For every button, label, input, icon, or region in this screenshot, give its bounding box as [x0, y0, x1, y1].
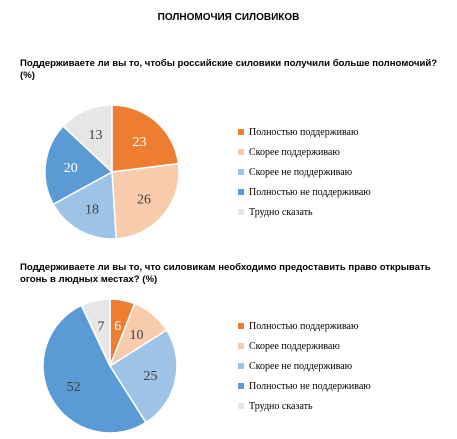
legend-swatch: [238, 149, 244, 155]
slice-data-label: 23: [132, 135, 146, 150]
pie-slice: [62, 104, 113, 174]
legend-item: Полностью не поддерживаю: [238, 182, 371, 202]
chart-1-question: Поддерживаете ли вы то, чтобы российские…: [20, 58, 438, 81]
legend-item: Скорее не поддерживаю: [238, 356, 371, 376]
pie-slice: [42, 304, 147, 434]
legend-label: Трудно сказать: [249, 206, 313, 218]
slice-data-label: 13: [89, 128, 103, 143]
chart-2-legend: Полностью поддерживаю Скорее поддерживаю С…: [238, 316, 371, 416]
legend-label: Скорее поддерживаю: [249, 146, 340, 158]
pie-slice: [111, 104, 180, 173]
legend-swatch: [238, 363, 244, 369]
legend-item: Полностью не поддерживаю: [238, 376, 371, 396]
legend-swatch: [238, 129, 244, 135]
legend-label: Скорее не поддерживаю: [249, 166, 353, 178]
pie-slice: [80, 298, 111, 367]
slice-data-label: 20: [64, 161, 78, 176]
legend-item: Скорее поддерживаю: [238, 142, 371, 162]
chart-1-pie: 23 26 18 20 13: [44, 104, 180, 240]
legend-item: Трудно сказать: [238, 396, 371, 416]
legend-swatch: [238, 343, 244, 349]
pie-slice: [44, 125, 114, 206]
legend-label: Трудно сказать: [249, 400, 313, 412]
legend-item: Скорее не поддерживаю: [238, 162, 371, 182]
legend-swatch: [238, 403, 244, 409]
legend-label: Полностью не поддерживаю: [249, 380, 371, 392]
legend-swatch: [238, 189, 244, 195]
page-title: ПОЛНОМОЧИЯ СИЛОВИКОВ: [157, 12, 300, 23]
legend-item: Скорее поддерживаю: [238, 336, 371, 356]
slice-data-label: 7: [97, 319, 104, 334]
legend-item: Трудно сказать: [238, 202, 371, 222]
legend-swatch: [238, 169, 244, 175]
legend-label: Полностью не поддерживаю: [249, 186, 371, 198]
slice-data-label: 25: [144, 369, 158, 384]
legend-label: Полностью поддерживаю: [249, 126, 359, 138]
slice-data-label: 52: [67, 380, 81, 395]
chart-2-question: Поддерживаете ли вы то, что силовикам не…: [20, 262, 431, 285]
pie-slice: [52, 170, 118, 240]
chart-1-legend: Полностью поддерживаю Скорее поддерживаю С…: [238, 122, 371, 222]
slice-data-label: 6: [114, 319, 121, 334]
pie-slice: [111, 162, 180, 240]
pie-slice: [108, 329, 178, 424]
legend-swatch: [238, 209, 244, 215]
slice-data-label: 10: [129, 328, 143, 343]
legend-item: Полностью поддерживаю: [238, 316, 371, 336]
legend-swatch: [238, 383, 244, 389]
legend-swatch: [238, 323, 244, 329]
legend-label: Скорее поддерживаю: [249, 340, 340, 352]
legend-label: Полностью поддерживаю: [249, 320, 359, 332]
slice-data-label: 18: [85, 202, 99, 217]
slice-data-label: 26: [137, 192, 151, 207]
legend-label: Скорее не поддерживаю: [249, 360, 353, 372]
legend-item: Полностью поддерживаю: [238, 122, 371, 142]
